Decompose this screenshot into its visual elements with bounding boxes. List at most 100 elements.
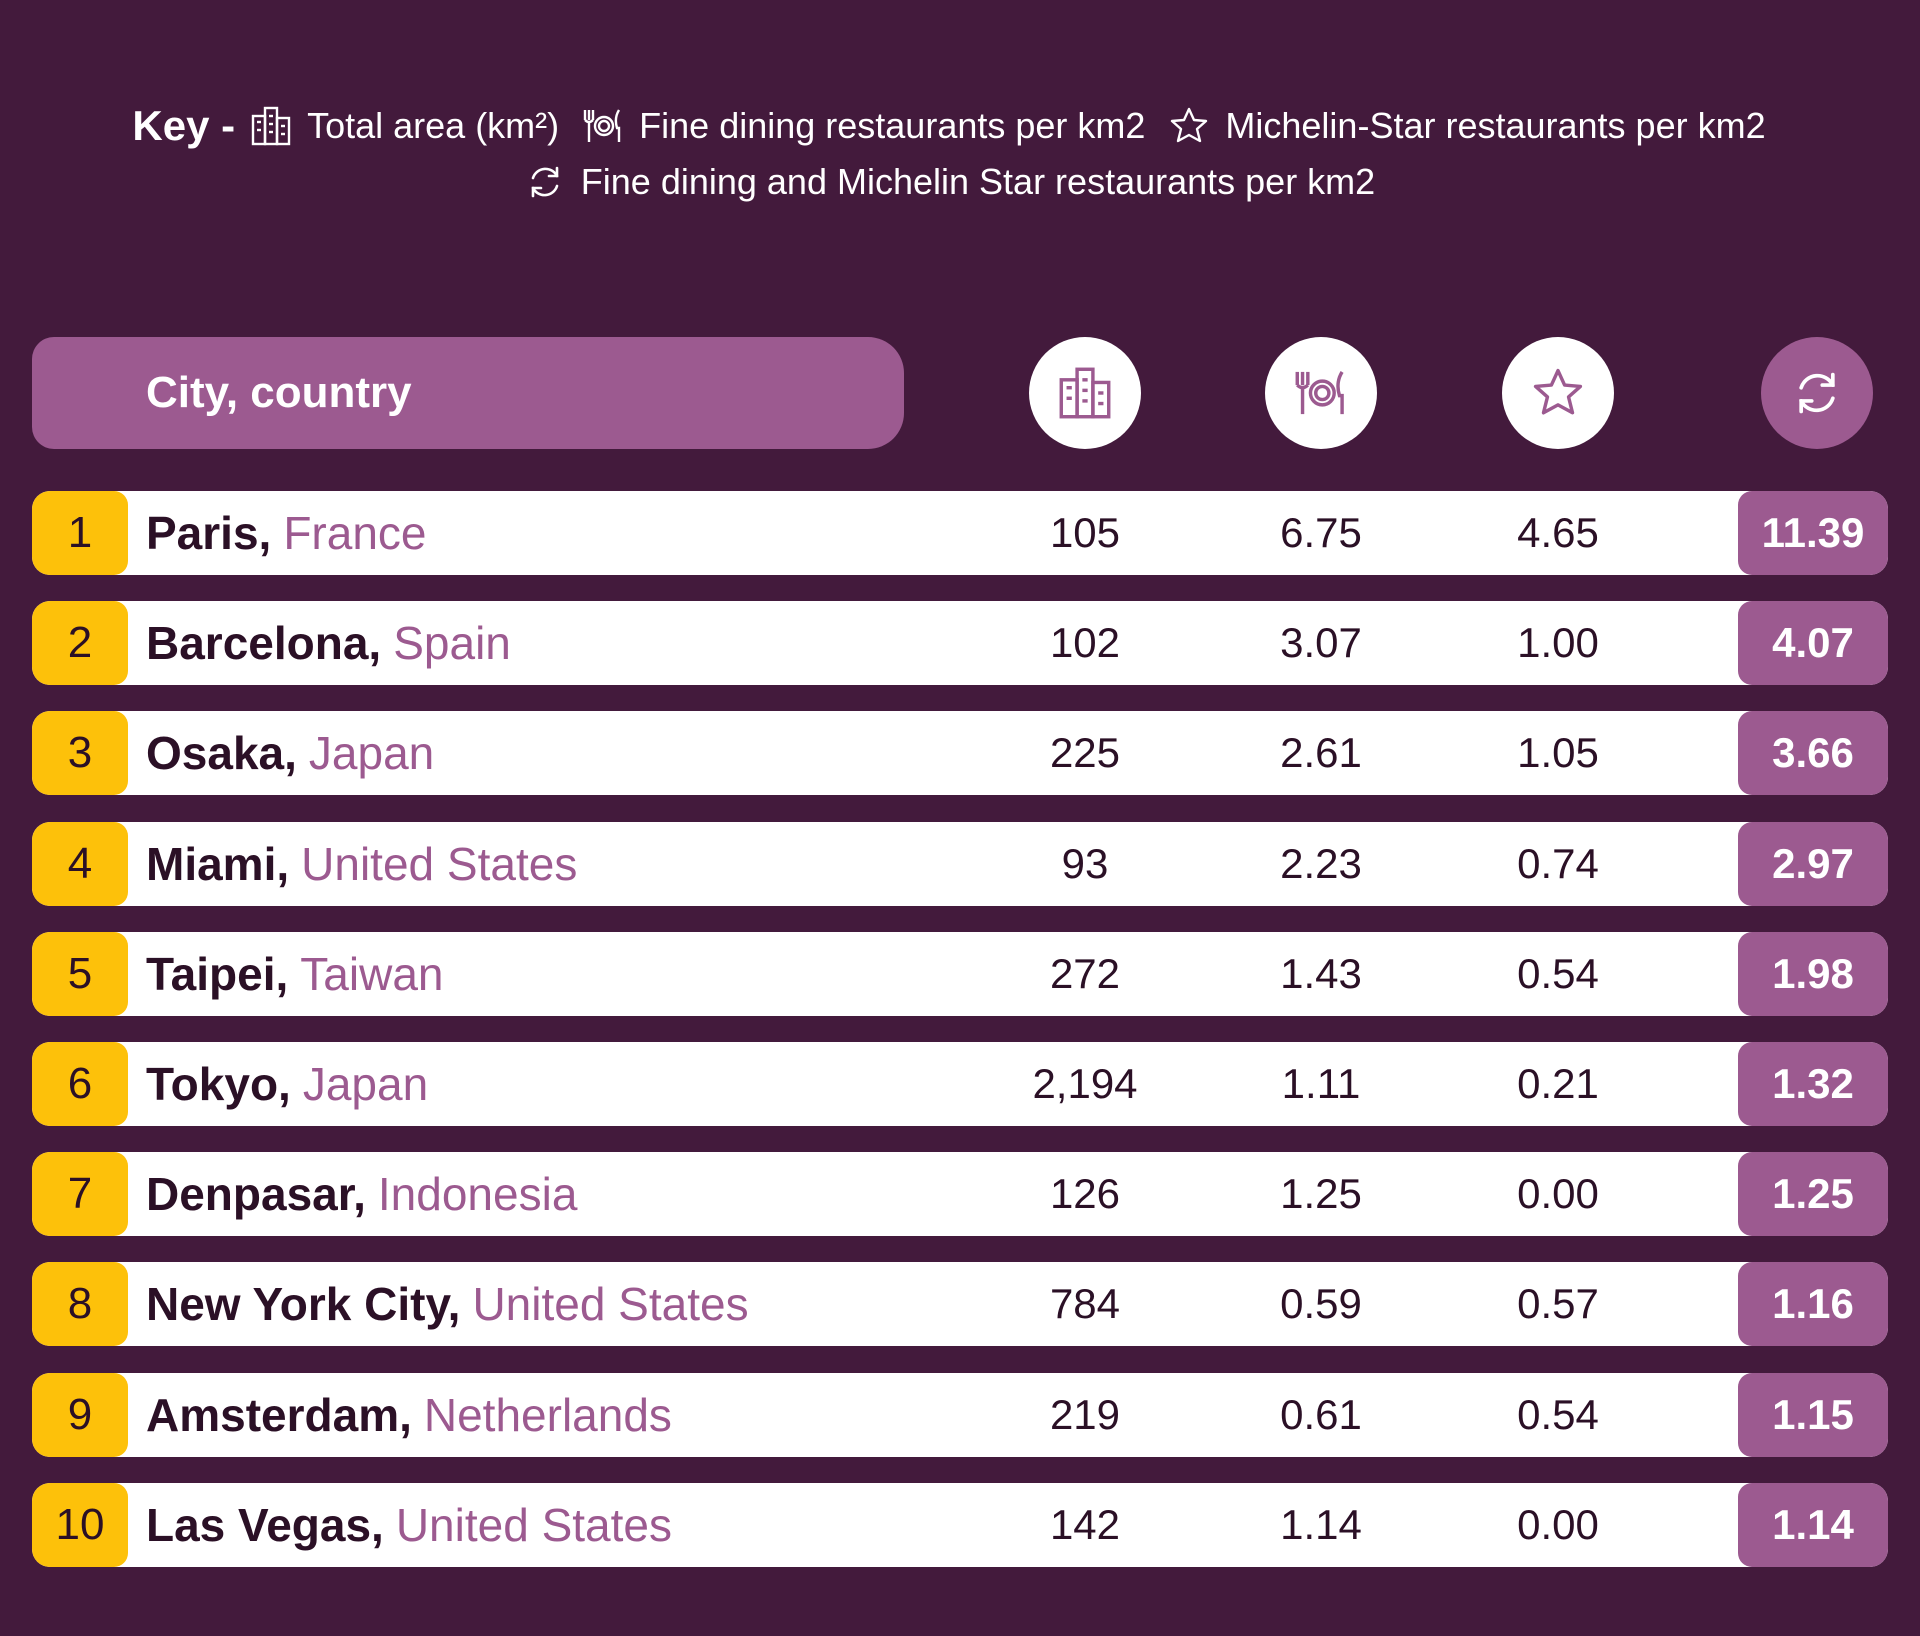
city-name: Miami,	[146, 838, 290, 890]
rank-badge: 2	[32, 601, 128, 685]
michelin-cell: 0.00	[1517, 1501, 1599, 1548]
total-cell: 11.39	[1738, 491, 1888, 575]
table-row: 8 New York City, United States 784 0.59 0.57 1…	[32, 1262, 1888, 1346]
michelin-cell: 1.00	[1517, 619, 1599, 666]
column-header-city: City, country	[32, 337, 904, 449]
country-name: Japan	[302, 1058, 429, 1110]
city-country: Miami, United States	[146, 822, 577, 906]
fine-dining-cell: 2.23	[1280, 840, 1362, 887]
area-cell: 142	[1049, 1501, 1121, 1548]
michelin-cell: 0.21	[1517, 1060, 1599, 1107]
key-line-1: Key - Total area (km²) Fine dining resta…	[0, 98, 1920, 154]
area-cell: 784	[1049, 1280, 1121, 1327]
column-header-area	[1029, 337, 1141, 449]
michelin-cell: 0.57	[1517, 1280, 1599, 1327]
area-cell: 105	[1049, 509, 1121, 556]
total-cell: 1.16	[1738, 1262, 1888, 1346]
area-cell: 272	[1049, 950, 1121, 997]
rank-badge: 3	[32, 711, 128, 795]
key-label-michelin: Michelin-Star restaurants per km2	[1225, 105, 1766, 146]
star-icon	[1533, 368, 1583, 415]
country-name: United States	[472, 1278, 749, 1330]
rank-badge: 9	[32, 1373, 128, 1457]
key-title: Key -	[132, 102, 236, 149]
michelin-cell: 0.54	[1517, 950, 1599, 997]
fine-dining-cell: 3.07	[1280, 619, 1362, 666]
city-name: New York City,	[146, 1278, 461, 1330]
table-row: 7 Denpasar, Indonesia 126 1.25 0.00 1.25	[32, 1152, 1888, 1236]
table-row: 5 Taipei, Taiwan 272 1.43 0.54 1.98	[32, 932, 1888, 1016]
rank-badge: 8	[32, 1262, 128, 1346]
rank-badge: 5	[32, 932, 128, 1016]
country-name: France	[283, 507, 427, 559]
column-header-city-label: City, country	[146, 368, 412, 417]
table-row: 4 Miami, United States 93 2.23 0.74 2.97	[32, 822, 1888, 906]
fine-dining-cell: 6.75	[1280, 509, 1362, 556]
area-cell: 219	[1049, 1391, 1121, 1438]
country-name: Indonesia	[377, 1168, 578, 1220]
buildings-icon	[1059, 367, 1111, 419]
country-name: Netherlands	[423, 1389, 672, 1441]
star-icon	[1171, 107, 1208, 143]
country-name: Taiwan	[300, 948, 444, 1000]
key-line-2: Fine dining and Michelin Star restaurant…	[0, 154, 1920, 210]
rank-badge: 1	[32, 491, 128, 575]
fine-dining-cell: 1.11	[1281, 1060, 1361, 1107]
table-row: 9 Amsterdam, Netherlands 219 0.61 0.54 1.15	[32, 1373, 1888, 1457]
dining-icon	[583, 109, 621, 142]
michelin-cell: 1.05	[1517, 729, 1599, 776]
table-row: 1 Paris, France 105 6.75 4.65 11.39	[32, 491, 1888, 575]
city-name: Barcelona,	[146, 617, 382, 669]
michelin-cell: 0.74	[1517, 840, 1599, 887]
table-row: 3 Osaka, Japan 225 2.61 1.05 3.66	[32, 711, 1888, 795]
city-country: Tokyo, Japan	[146, 1042, 428, 1126]
country-name: Spain	[393, 617, 511, 669]
table-row: 6 Tokyo, Japan 2,194 1.11 0.21 1.32	[32, 1042, 1888, 1126]
fine-dining-cell: 1.43	[1280, 950, 1362, 997]
area-cell: 93	[1061, 840, 1109, 887]
total-cell: 1.25	[1738, 1152, 1888, 1236]
fine-dining-cell: 2.61	[1280, 729, 1362, 776]
area-cell: 102	[1049, 619, 1121, 666]
area-cell: 225	[1049, 729, 1121, 776]
key-label-total: Fine dining and Michelin Star restaurant…	[580, 161, 1376, 202]
dining-icon	[1295, 371, 1344, 415]
fine-dining-cell: 1.25	[1280, 1170, 1362, 1217]
key-item-dining: Fine dining restaurants per km2	[581, 98, 1145, 154]
column-header-dining	[1265, 337, 1377, 449]
country-name: United States	[395, 1499, 672, 1551]
city-name: Taipei,	[146, 948, 289, 1000]
total-cell: 1.14	[1738, 1483, 1888, 1567]
michelin-cell: 4.65	[1517, 509, 1599, 556]
total-cell: 1.32	[1738, 1042, 1888, 1126]
area-cell: 126	[1049, 1170, 1121, 1217]
column-header-total	[1761, 337, 1873, 449]
city-name: Tokyo,	[146, 1058, 291, 1110]
rank-badge: 4	[32, 822, 128, 906]
city-country: Amsterdam, Netherlands	[146, 1373, 672, 1457]
michelin-cell: 0.00	[1517, 1170, 1599, 1217]
total-cell: 1.15	[1738, 1373, 1888, 1457]
country-name: Japan	[308, 727, 435, 779]
country-name: United States	[301, 838, 578, 890]
total-cell: 2.97	[1738, 822, 1888, 906]
michelin-cell: 0.54	[1517, 1391, 1599, 1438]
area-cell: 2,194	[1032, 1060, 1138, 1107]
fine-dining-cell: 0.59	[1280, 1280, 1362, 1327]
total-cell: 1.98	[1738, 932, 1888, 1016]
table-row: 2 Barcelona, Spain 102 3.07 1.00 4.07	[32, 601, 1888, 685]
rank-badge: 10	[32, 1483, 128, 1567]
city-country: New York City, United States	[146, 1262, 749, 1346]
key-label-dining: Fine dining restaurants per km2	[639, 105, 1146, 146]
city-country: Paris, France	[146, 491, 426, 575]
city-name: Amsterdam,	[146, 1389, 412, 1441]
key-legend: Key - Total area (km²) Fine dining resta…	[0, 98, 1920, 210]
city-name: Osaka,	[146, 727, 297, 779]
city-name: Denpasar,	[146, 1168, 366, 1220]
city-name: Las Vegas,	[146, 1499, 384, 1551]
city-country: Barcelona, Spain	[146, 601, 511, 685]
city-country: Denpasar, Indonesia	[146, 1152, 577, 1236]
rank-badge: 6	[32, 1042, 128, 1126]
refresh-icon	[531, 166, 559, 198]
rank-badge: 7	[32, 1152, 128, 1236]
